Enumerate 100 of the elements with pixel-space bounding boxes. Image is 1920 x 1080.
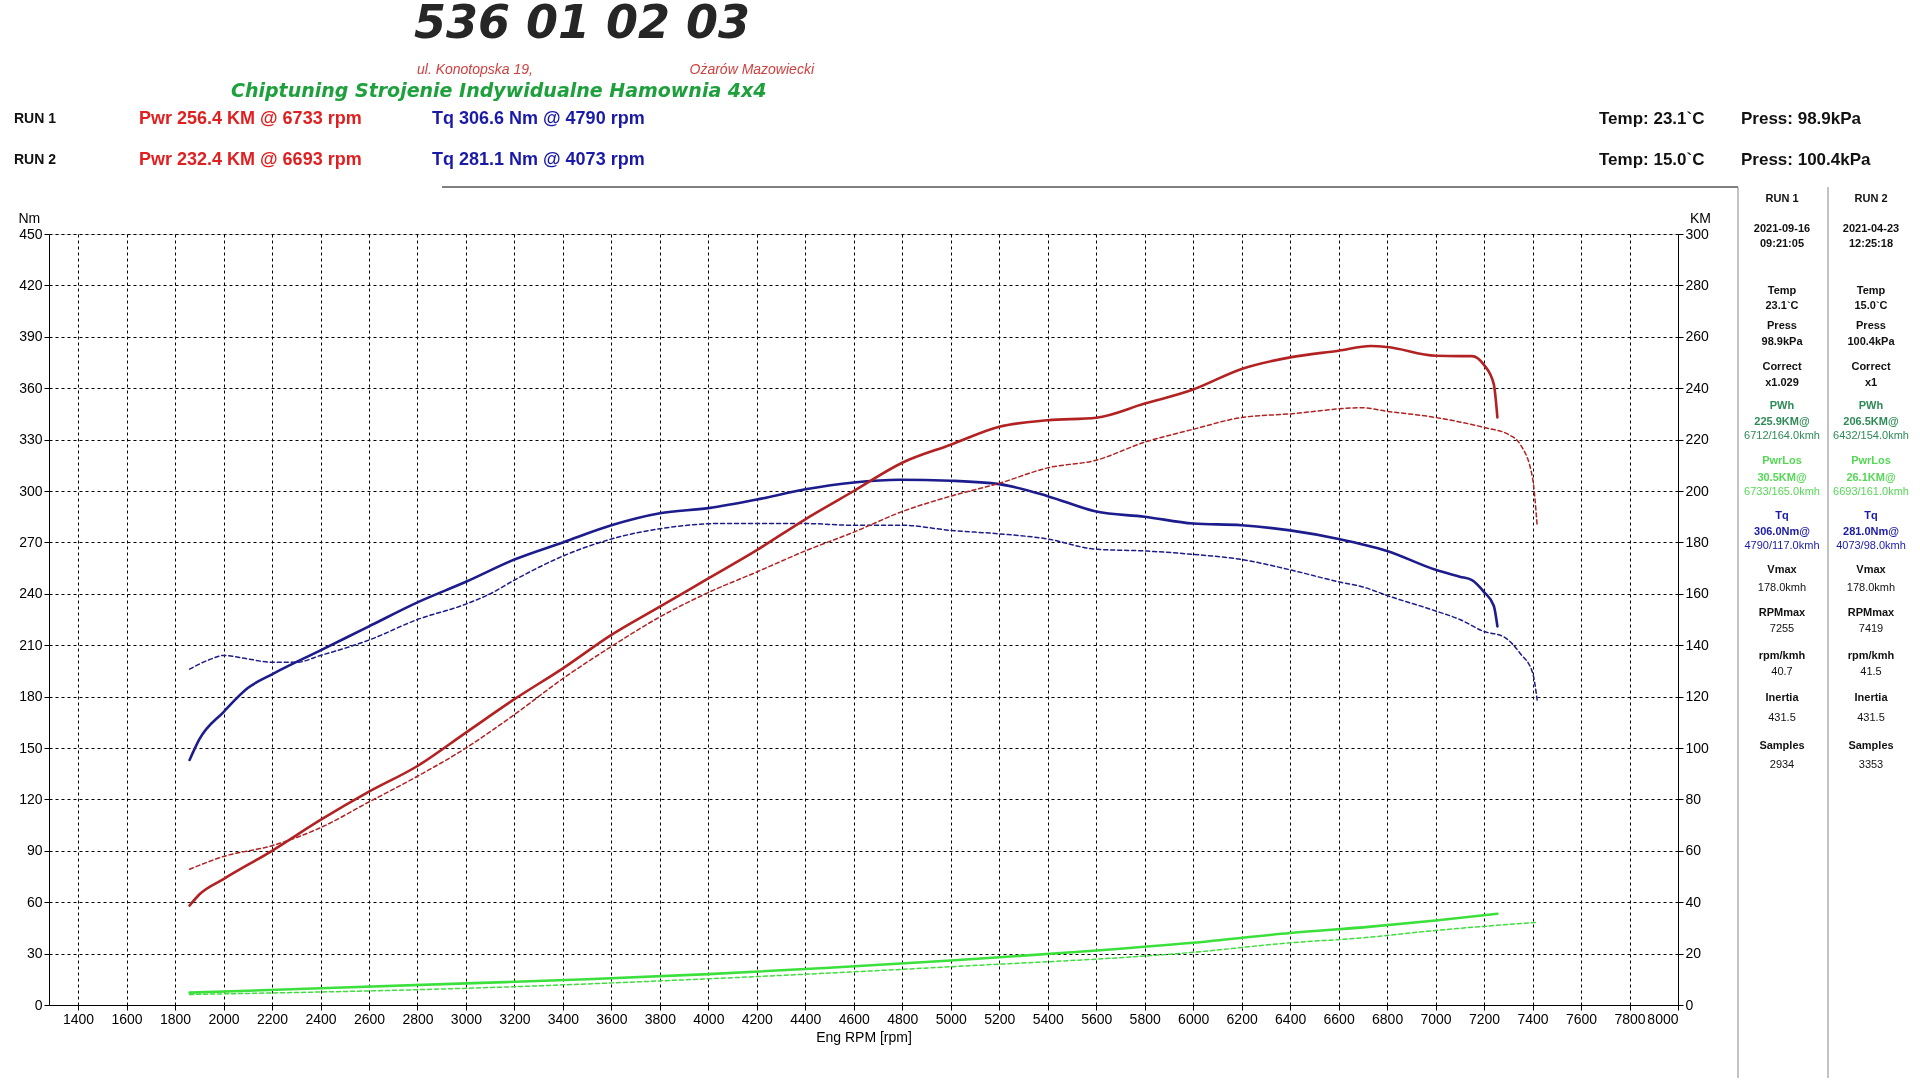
text: 98.9kPa — [1761, 335, 1804, 347]
text: 30.5KM@ — [1757, 471, 1807, 483]
text: Vmax — [1767, 563, 1798, 575]
y2-axis-title: KM — [1690, 209, 1711, 226]
y2-tick-label: 120 — [1685, 688, 1710, 705]
x-tick-label: 4200 — [741, 1010, 774, 1027]
x-tick-label: 7800 — [1614, 1010, 1646, 1027]
text: Ożarów Mazowiecki — [689, 61, 815, 77]
y-tick-label: 300 — [19, 482, 43, 499]
text: 3353 — [1858, 758, 1884, 770]
text: 431.5 — [1857, 711, 1885, 723]
y-tick-label: 450 — [19, 225, 43, 242]
text: 26.1KM@ — [1846, 471, 1896, 483]
x-tick-label: 6600 — [1323, 1010, 1355, 1027]
y-tick-label: 360 — [19, 379, 43, 396]
x-axis-title: Eng RPM [rpm] — [816, 1028, 912, 1045]
text: Temp: 23.1`C — [1599, 109, 1705, 128]
y-tick-label: 0 — [34, 996, 43, 1013]
text: PWh — [1769, 399, 1795, 411]
text: 7255 — [1769, 622, 1795, 634]
text: PwrLos — [1762, 454, 1802, 466]
x-tick-label: 5800 — [1129, 1010, 1161, 1027]
y-tick-label: 330 — [19, 431, 43, 448]
text: Samples — [1759, 739, 1805, 751]
x-tick-label: 2800 — [402, 1010, 434, 1027]
text: RUN 1 — [14, 110, 57, 126]
text: Correct — [1851, 360, 1891, 372]
text: Temp — [1856, 284, 1886, 296]
text: 6733/165.0kmh — [1744, 485, 1820, 497]
x-tick-label: 8000 — [1647, 1010, 1679, 1027]
y2-tick-label: 280 — [1685, 276, 1710, 293]
text: 15.0`C — [1854, 299, 1888, 311]
x-tick-label: 7400 — [1517, 1010, 1549, 1027]
text: 12:25:18 — [1848, 237, 1894, 249]
text: Inertia — [1854, 691, 1889, 703]
x-tick-label: 6800 — [1372, 1010, 1404, 1027]
x-tick-label: 3400 — [547, 1010, 580, 1027]
text: 6432/154.0kmh — [1833, 429, 1909, 441]
x-tick-label: 1800 — [159, 1010, 192, 1027]
text: 178.0kmh — [1757, 581, 1807, 593]
y2-tick-label: 60 — [1685, 842, 1702, 859]
x-tick-label: 4400 — [790, 1010, 822, 1027]
x-tick-label: 7000 — [1420, 1010, 1452, 1027]
x-tick-label: 6200 — [1226, 1010, 1258, 1027]
text: RUN 2 — [14, 151, 57, 167]
y2-tick-label: 20 — [1685, 945, 1702, 962]
text: Tq — [1775, 509, 1789, 521]
y-tick-label: 60 — [26, 893, 43, 910]
x-tick-label: 4000 — [693, 1010, 725, 1027]
x-tick-label: 4600 — [838, 1010, 871, 1027]
text: Pwr 232.4 KM @ 6693 rpm — [139, 149, 362, 169]
text: 2021-09-16 — [1753, 222, 1811, 234]
text: 6712/164.0kmh — [1744, 429, 1820, 441]
text: 536 01 02 03 — [414, 0, 751, 49]
y-tick-label: 390 — [19, 328, 43, 345]
text: 6693/161.0kmh — [1833, 485, 1909, 497]
y-tick-label: 150 — [19, 739, 43, 756]
text: Tq 281.1 Nm @ 4073 rpm — [432, 149, 645, 169]
x-tick-label: 7600 — [1565, 1010, 1598, 1027]
y2-tick-label: 220 — [1685, 431, 1710, 448]
text: 09:21:05 — [1759, 237, 1805, 249]
x-tick-label: 3000 — [450, 1010, 483, 1027]
y2-tick-label: 40 — [1685, 893, 1702, 910]
text: Vmax — [1856, 563, 1887, 575]
y-tick-label: 420 — [19, 276, 43, 293]
x-tick-label: 3800 — [644, 1010, 677, 1027]
text: 100.4kPa — [1847, 335, 1896, 347]
y2-tick-label: 0 — [1685, 996, 1694, 1013]
x-tick-label: 1400 — [63, 1010, 95, 1027]
x-tick-label: 2600 — [353, 1010, 386, 1027]
text: Press — [1767, 319, 1797, 331]
x-tick-label: 3600 — [596, 1010, 628, 1027]
x-tick-label: 5200 — [984, 1010, 1016, 1027]
y2-tick-label: 240 — [1685, 379, 1710, 396]
text: Inertia — [1765, 691, 1800, 703]
text: Tq 306.6 Nm @ 4790 rpm — [432, 108, 645, 128]
x-tick-label: 3200 — [499, 1010, 531, 1027]
text: RUN 1 — [1765, 192, 1799, 204]
x-tick-label: 2400 — [305, 1010, 337, 1027]
y2-tick-label: 260 — [1685, 328, 1710, 345]
text: Samples — [1848, 739, 1894, 751]
text: 281.0Nm@ — [1843, 525, 1900, 537]
x-tick-label: 2200 — [256, 1010, 289, 1027]
x-tick-label: 7200 — [1468, 1010, 1501, 1027]
text: RPMmax — [1847, 606, 1896, 618]
text: Press — [1856, 319, 1886, 331]
text: 2934 — [1769, 758, 1795, 770]
y2-tick-label: 100 — [1685, 739, 1710, 756]
text: rpm/kmh — [1847, 649, 1895, 661]
x-tick-label: 4800 — [887, 1010, 919, 1027]
y2-tick-label: 160 — [1685, 585, 1710, 602]
text: 4073/98.0kmh — [1836, 539, 1906, 551]
y2-tick-label: 180 — [1685, 533, 1710, 550]
y2-tick-label: 200 — [1685, 482, 1710, 499]
y-tick-label: 240 — [19, 585, 43, 602]
text: 4790/117.0kmh — [1744, 539, 1820, 551]
text: 7419 — [1858, 622, 1884, 634]
text: Press: 100.4kPa — [1741, 150, 1872, 169]
text: 431.5 — [1768, 711, 1796, 723]
x-tick-label: 1600 — [111, 1010, 143, 1027]
